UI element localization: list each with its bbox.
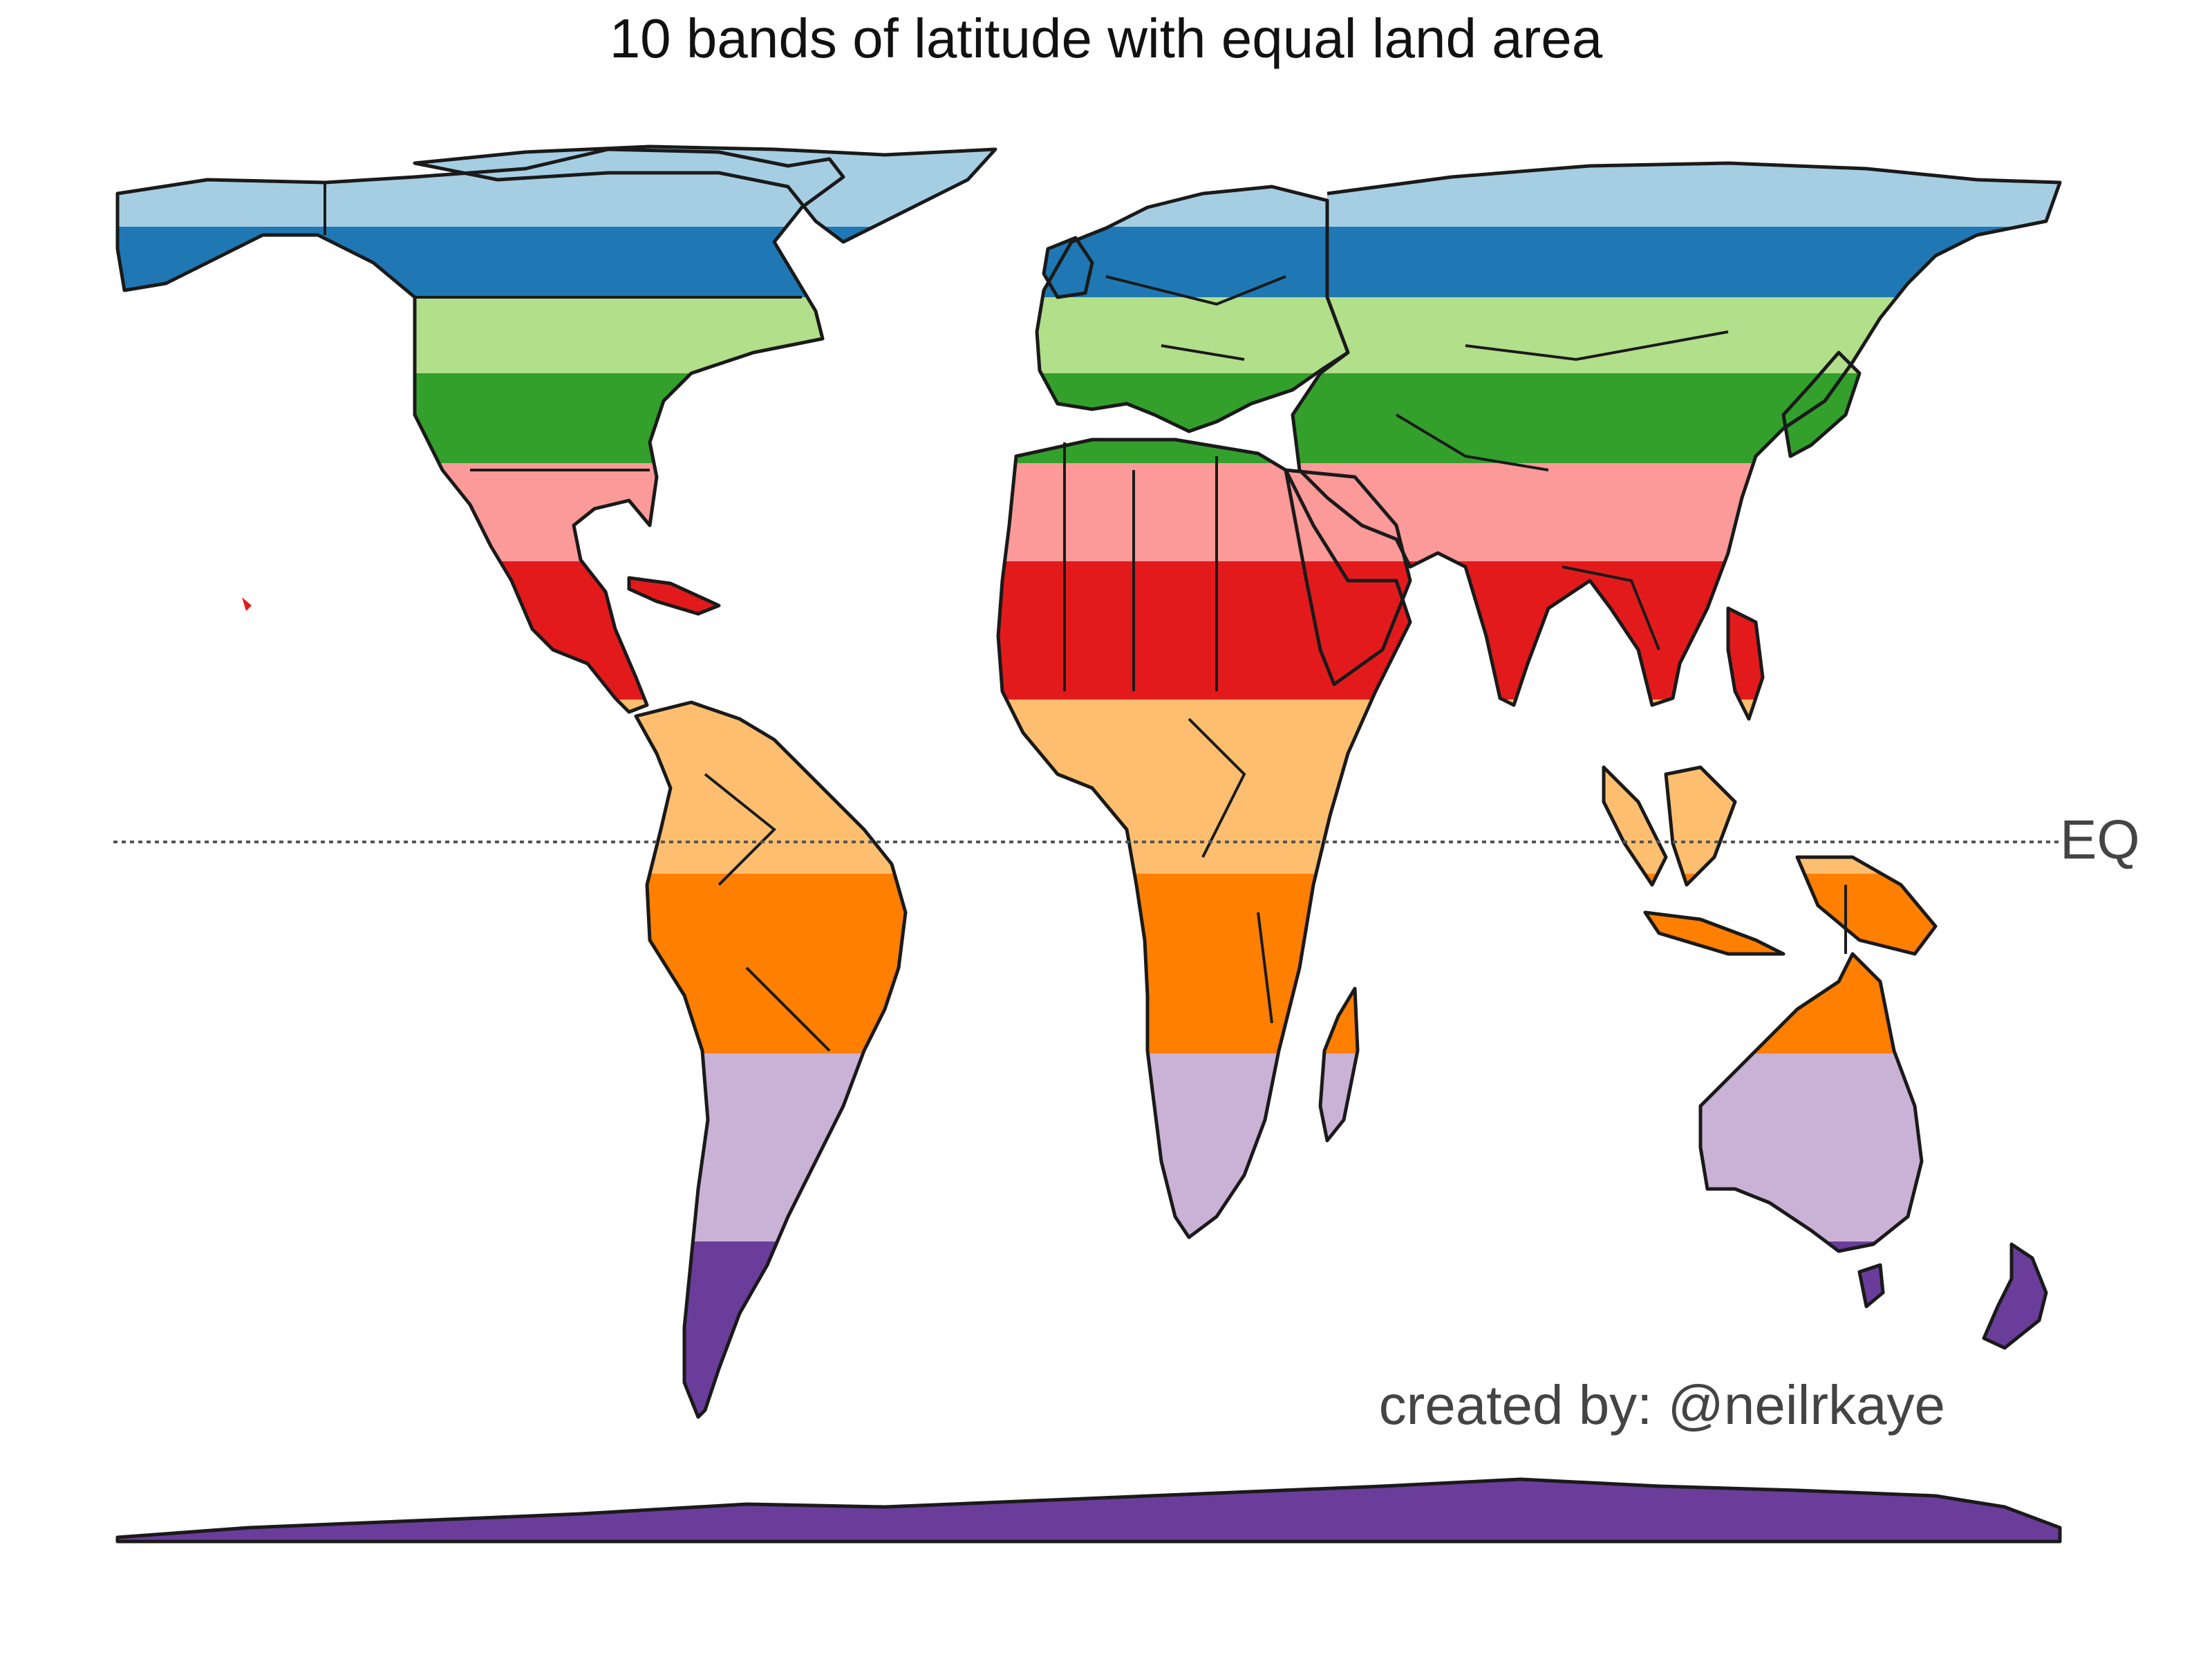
latitude-band-1 (118, 147, 2060, 227)
map-title: 10 bands of latitude with equal land are… (609, 8, 1603, 69)
country-borders (324, 182, 1847, 1052)
land-outlines (115, 144, 2062, 1544)
latitude-band-8 (118, 874, 2060, 1053)
latitude-band-9 (118, 1053, 2060, 1241)
latitude-band-3 (118, 297, 2060, 373)
latitude-band-5 (118, 463, 2060, 561)
latitude-bands (118, 147, 2060, 1541)
latitude-band-4 (118, 373, 2060, 463)
credit-text: created by: @neilrkaye (1379, 1374, 1945, 1436)
equator-label: EQ (2060, 809, 2140, 870)
latitude-band-6 (118, 561, 2060, 700)
